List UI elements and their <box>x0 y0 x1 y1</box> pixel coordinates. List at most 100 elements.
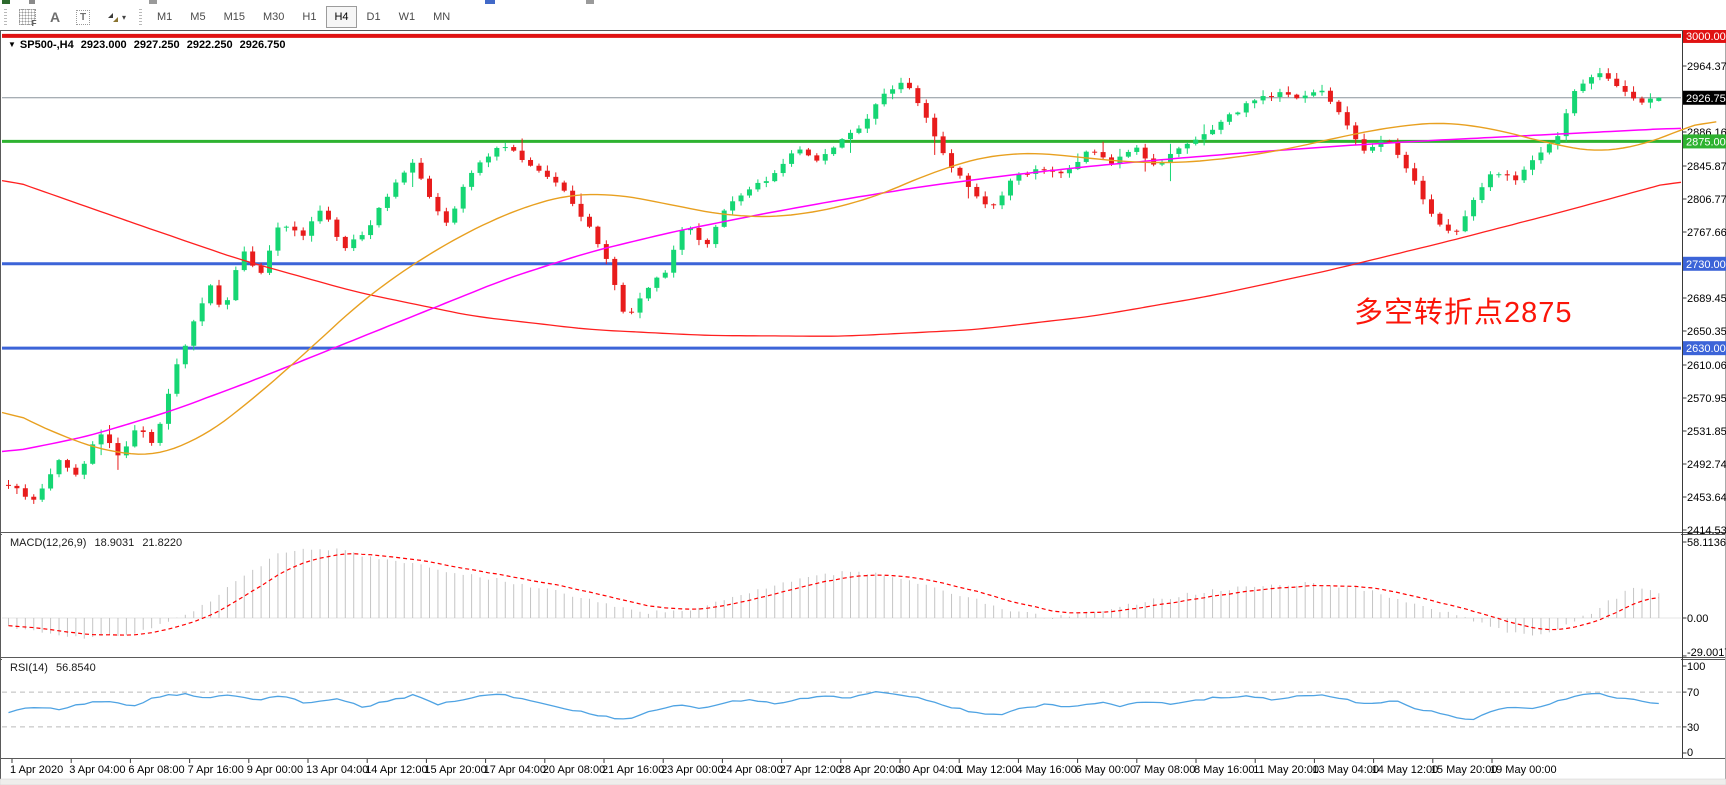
price-axis-tick: 2806.770 <box>1687 194 1726 206</box>
toolbar: F A T ▾ M1 M5 M15 M30 H1 H4 D1 W1 MN <box>0 0 1726 30</box>
price-axis-tick: 2650.350 <box>1687 326 1726 338</box>
time-axis-label: 15 Apr 20:00 <box>424 764 486 776</box>
rsi-axis-tick: 100 <box>1687 661 1705 673</box>
time-axis-label: 30 Apr 04:00 <box>898 764 960 776</box>
time-axis-label: 9 Apr 00:00 <box>247 764 303 776</box>
text-tool-button[interactable]: A <box>42 6 68 29</box>
time-axis-label: 1 May 12:00 <box>957 764 1018 776</box>
timeframe-button-MN[interactable]: MN <box>433 11 451 23</box>
toolbar-grip[interactable] <box>139 8 142 26</box>
price-level-lines <box>2 33 1681 350</box>
time-axis-label: 27 Apr 12:00 <box>780 764 842 776</box>
rsi-panel[interactable] <box>2 659 1681 758</box>
time-axis-label: 13 Apr 04:00 <box>306 764 368 776</box>
price-axis-tick: 2453.640 <box>1687 492 1726 504</box>
time-axis-label: 7 Apr 16:00 <box>188 764 244 776</box>
time-axis[interactable]: 1 Apr 2020 3 Apr 04:00 6 Apr 08:00 7 Apr 16… <box>10 759 1557 776</box>
rsi-indicator-label: RSI(14) 56.8540 <box>10 662 101 674</box>
arrows-icon <box>107 12 118 22</box>
price-axis-tick: 2964.375 <box>1687 61 1726 73</box>
toolbar-grip[interactable] <box>4 8 7 26</box>
ohlc-high: 2927.250 <box>133 39 180 51</box>
rsi-axis-tick: 30 <box>1687 722 1699 734</box>
toolbar-overflow-fragment <box>485 0 495 4</box>
ohlc-open: 2923.000 <box>80 39 127 51</box>
text-icon: A <box>49 9 61 25</box>
time-axis-label: 7 May 08:00 <box>1135 764 1196 776</box>
chart-dropdown-icon: ▼ <box>8 40 16 49</box>
timeframe-button-group: M1 M5 M15 M30 H1 H4 D1 W1 MN <box>148 6 459 28</box>
macd-main-value: 18.9031 <box>94 537 135 549</box>
price-axis[interactable]: 2964.3752886.1652845.8752806.7702767.665… <box>1682 28 1726 759</box>
price-badge-2730.000: 2730.000 <box>1686 259 1726 271</box>
time-axis-label: 3 Apr 04:00 <box>69 764 125 776</box>
text-label-icon: T <box>75 9 91 25</box>
ohlc-low: 2922.250 <box>186 39 233 51</box>
price-badge-2926.750: 2926.750 <box>1686 93 1726 105</box>
macd-axis-tick: 58.1136 <box>1687 537 1726 549</box>
macd-histogram <box>8 548 1660 639</box>
ohlc-close: 2926.750 <box>239 39 286 51</box>
price-axis-tick: 2689.455 <box>1687 293 1726 305</box>
time-axis-label: 20 Apr 08:00 <box>543 764 605 776</box>
rsi-axis-tick: 0 <box>1687 747 1693 759</box>
rsi-line <box>8 690 1659 721</box>
timeframe-button-M5[interactable]: M5 <box>190 11 206 23</box>
timeframe-button-H1[interactable]: H1 <box>302 11 317 23</box>
macd-axis-tick: 0.00 <box>1687 613 1708 625</box>
rsi-name: RSI(14) <box>10 662 48 674</box>
macd-name: MACD(12,26,9) <box>10 537 87 549</box>
toolbar-overflow-fragment <box>29 0 35 4</box>
timeframe-button-H4[interactable]: H4 <box>326 6 357 28</box>
time-axis-label: 21 Apr 16:00 <box>602 764 664 776</box>
chart-text-annotation[interactable]: 多空转折点2875 <box>1354 297 1573 329</box>
time-axis-label: 28 Apr 20:00 <box>839 764 901 776</box>
main-plot-area[interactable] <box>2 31 1681 532</box>
time-axis-label: 15 May 20:00 <box>1431 764 1498 776</box>
horizontal-scrollbar[interactable] <box>0 778 1726 785</box>
timeframe-button-D1[interactable]: D1 <box>366 11 381 23</box>
time-axis-label: 24 Apr 08:00 <box>720 764 782 776</box>
macd-signal-value: 21.8220 <box>142 537 183 549</box>
timeframe-button-W1[interactable]: W1 <box>398 11 416 23</box>
price-axis-tick: 2531.850 <box>1687 426 1726 438</box>
price-axis-tick: 2845.875 <box>1687 161 1726 173</box>
rsi-value: 56.8540 <box>55 662 96 674</box>
timeframe-button-M15[interactable]: M15 <box>223 11 245 23</box>
price-badge-3000.000: 3000.000 <box>1686 31 1726 43</box>
price-badge-2875.000: 2875.000 <box>1686 136 1726 148</box>
ma-slow-red-line <box>1 179 1682 337</box>
macd-panel[interactable] <box>2 534 1681 657</box>
macd-indicator-label: MACD(12,26,9) 18.9031 21.8220 <box>10 537 187 549</box>
ma-mid-magenta-line <box>1 127 1682 453</box>
toolbar-overflow-fragment <box>586 0 594 4</box>
time-axis-label: 4 May 16:00 <box>1016 764 1077 776</box>
fibonacci-icon: F <box>18 9 37 28</box>
time-axis-label: 17 Apr 04:00 <box>484 764 546 776</box>
timeframe-button-M1[interactable]: M1 <box>157 11 173 23</box>
toolbar-overflow-fragment <box>149 0 157 4</box>
price-axis-tick: 2492.745 <box>1687 459 1726 471</box>
price-axis-tick: 2767.665 <box>1687 227 1726 239</box>
text-label-tool-button[interactable]: T <box>70 6 96 29</box>
time-axis-label: 13 May 04:00 <box>1312 764 1379 776</box>
time-axis-label: 19 May 00:00 <box>1490 764 1557 776</box>
macd-signal-line <box>8 553 1659 636</box>
arrows-tool-button[interactable]: ▾ <box>98 6 134 29</box>
time-axis-label: 6 May 00:00 <box>1076 764 1137 776</box>
time-axis-label: 6 Apr 08:00 <box>128 764 184 776</box>
rsi-axis-tick: 70 <box>1687 687 1699 699</box>
chevron-down-icon: ▾ <box>121 12 126 22</box>
toolbar-overflow-fragment <box>2 0 10 4</box>
symbol-period-label: SP500-,H4 <box>19 39 74 51</box>
price-badge-2630.000: 2630.000 <box>1686 343 1726 355</box>
time-axis-label: 1 Apr 2020 <box>10 764 63 776</box>
time-axis-label: 8 May 16:00 <box>1194 764 1255 776</box>
fibonacci-tool-button[interactable]: F <box>14 6 40 29</box>
time-axis-label: 11 May 20:00 <box>1253 764 1319 776</box>
time-axis-label: 14 Apr 12:00 <box>365 764 427 776</box>
timeframe-button-M30[interactable]: M30 <box>262 11 285 23</box>
time-axis-label: 14 May 12:00 <box>1372 764 1439 776</box>
